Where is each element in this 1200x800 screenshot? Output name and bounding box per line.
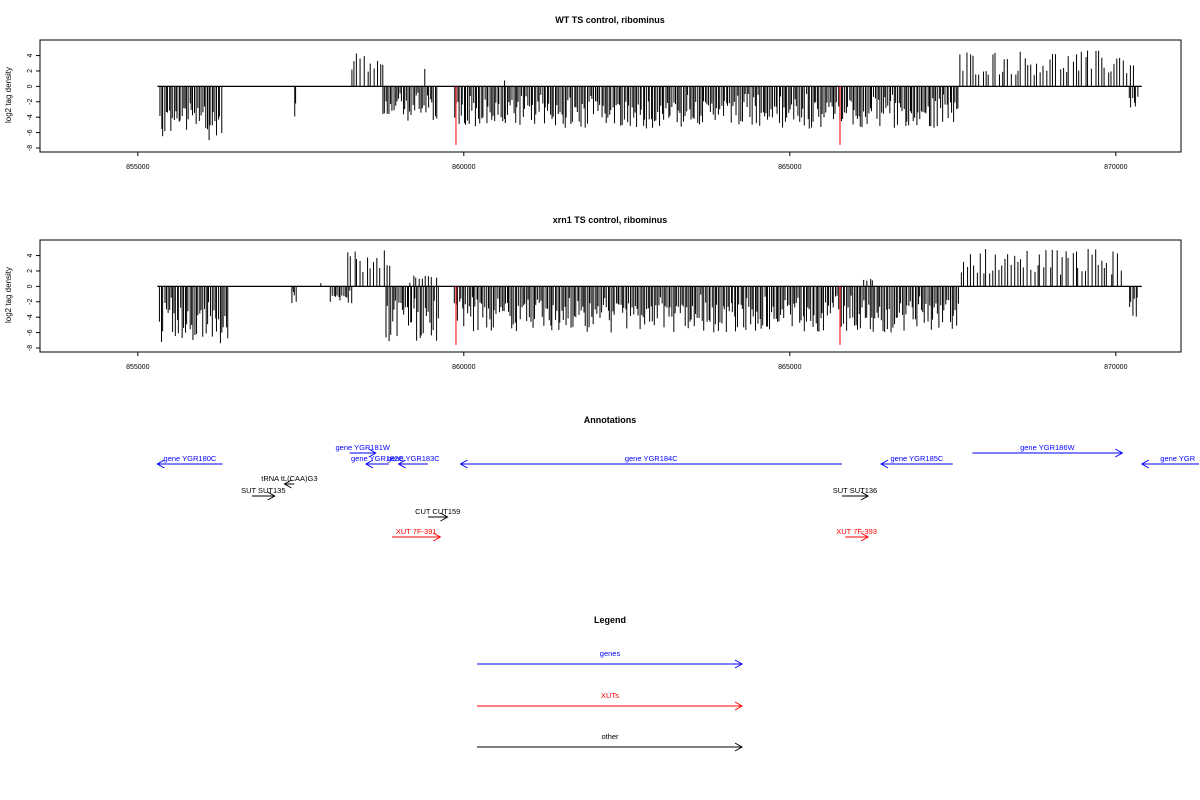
annotation-feature: gene YGR185C: [880, 454, 953, 469]
arrowhead: [734, 659, 744, 669]
annotation-feature: gene YGR184C: [459, 454, 842, 469]
x-tick-label: 860000: [452, 364, 475, 371]
annotation-label: gene YGR181W: [335, 443, 390, 452]
annotation-label: XUT 7F-391: [396, 527, 437, 536]
legend-item: genes: [477, 649, 744, 669]
y-tick-label: -4: [27, 314, 34, 320]
y-tick-label: -8: [27, 345, 34, 351]
arrowhead: [734, 701, 744, 711]
legend-label: genes: [600, 649, 621, 658]
plot-frame: [39, 39, 1182, 153]
y-tick-label: -6: [27, 129, 34, 135]
track-xrn1: xrn1 TS control, ribominus log2 tag dens…: [4, 215, 1182, 371]
y-axis-label: log2 tag density: [4, 67, 13, 123]
annotation-feature: XUT 7F-393: [836, 527, 877, 542]
track-title: WT TS control, ribominus: [555, 15, 665, 25]
x-tick-label: 855000: [126, 364, 149, 371]
annotation-feature: gene YGR181W: [335, 443, 391, 458]
arrowhead: [440, 512, 449, 522]
legend-item: other: [477, 732, 744, 752]
arrowhead: [267, 491, 276, 501]
y-tick-label: -2: [27, 99, 34, 105]
y-tick-label: 2: [27, 269, 34, 273]
legend-label: other: [601, 732, 619, 741]
x-tick-label: 860000: [452, 164, 475, 171]
annotation-label: SUT SUT135: [241, 486, 285, 495]
arrowhead: [368, 448, 377, 458]
annotation-feature: SUT SUT135: [241, 486, 286, 501]
y-tick-label: 4: [27, 54, 34, 58]
arrowhead: [459, 459, 468, 469]
annotation-feature: XUT 7F-391: [392, 527, 442, 542]
annotation-feature: gene YGR186W: [972, 443, 1124, 458]
plot-frame: [39, 239, 1182, 353]
arrowhead: [880, 459, 889, 469]
arrowhead: [364, 459, 374, 469]
arrowhead: [734, 742, 744, 752]
annotation-label: XUT 7F-393: [836, 527, 877, 536]
track-wt: WT TS control, ribominus log2 tag densit…: [4, 15, 1182, 171]
annotation-label: gene YGR185C: [891, 454, 944, 463]
signal-bars: [159, 50, 1139, 141]
y-tick-label: 2: [27, 69, 34, 73]
y-tick-label: 0: [27, 284, 34, 288]
annotation-feature: tRNA tL(CAA)G3: [261, 474, 318, 489]
arrowhead: [283, 479, 292, 489]
arrowhead: [1115, 448, 1124, 458]
annotation-label: tRNA tL(CAA)G3: [261, 474, 317, 483]
x-tick-label: 870000: [1104, 364, 1127, 371]
legend-item: XUTs: [477, 691, 744, 711]
track-title: xrn1 TS control, ribominus: [553, 215, 668, 225]
x-tick-label: 865000: [778, 164, 801, 171]
annotation-label: gene YGR183C: [387, 454, 440, 463]
y-tick-label: -8: [27, 145, 34, 151]
y-tick-label: 0: [27, 84, 34, 88]
x-tick-label: 870000: [1104, 164, 1127, 171]
annotations-title: Annotations: [584, 415, 637, 425]
legend-label: XUTs: [601, 691, 619, 700]
annotation-feature: gene YGR: [1140, 454, 1199, 469]
annotation-feature: gene YGR183C: [387, 454, 440, 469]
annotation-feature: CUT CUT159: [415, 507, 460, 522]
x-tick-label: 865000: [778, 364, 801, 371]
y-tick-label: -4: [27, 114, 34, 120]
annotation-label: gene YGR184C: [625, 454, 678, 463]
arrowhead: [397, 459, 406, 469]
x-tick-label: 855000: [126, 164, 149, 171]
arrowhead: [860, 491, 870, 501]
arrowhead: [860, 532, 870, 542]
annotation-feature: gene YGR182C: [351, 454, 404, 469]
arrowhead: [1140, 459, 1150, 469]
annotation-label: gene YGR186W: [1020, 443, 1075, 452]
y-tick-label: -6: [27, 329, 34, 335]
arrowhead: [433, 532, 442, 542]
annotation-label: gene YGR180C: [164, 454, 217, 463]
annotation-label: gene YGR182C: [351, 454, 404, 463]
y-axis-label: log2 tag density: [4, 267, 13, 323]
y-tick-label: 4: [27, 254, 34, 258]
arrowhead: [156, 459, 165, 469]
legend-title: Legend: [594, 615, 626, 625]
annotations-panel: Annotations gene YGR180C gene YGR181W gene…: [156, 415, 1199, 542]
annotation-label: SUT SUT136: [833, 486, 877, 495]
annotation-feature: SUT SUT136: [833, 486, 877, 501]
annotation-feature: gene YGR180C: [156, 454, 223, 469]
legend-panel: Legend genes XUTs other: [477, 615, 744, 752]
signal-bars: [158, 249, 1138, 344]
annotation-label: gene YGR: [1160, 454, 1195, 463]
y-tick-label: -2: [27, 299, 34, 305]
annotation-label: CUT CUT159: [415, 507, 460, 516]
